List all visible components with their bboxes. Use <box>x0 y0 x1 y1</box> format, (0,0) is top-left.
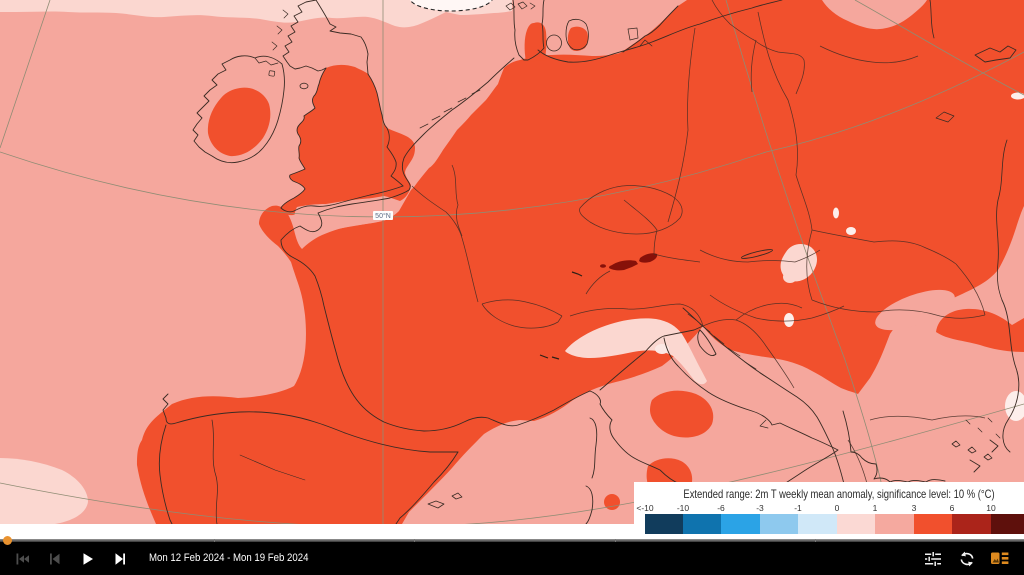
svg-text:50°N: 50°N <box>375 212 391 220</box>
